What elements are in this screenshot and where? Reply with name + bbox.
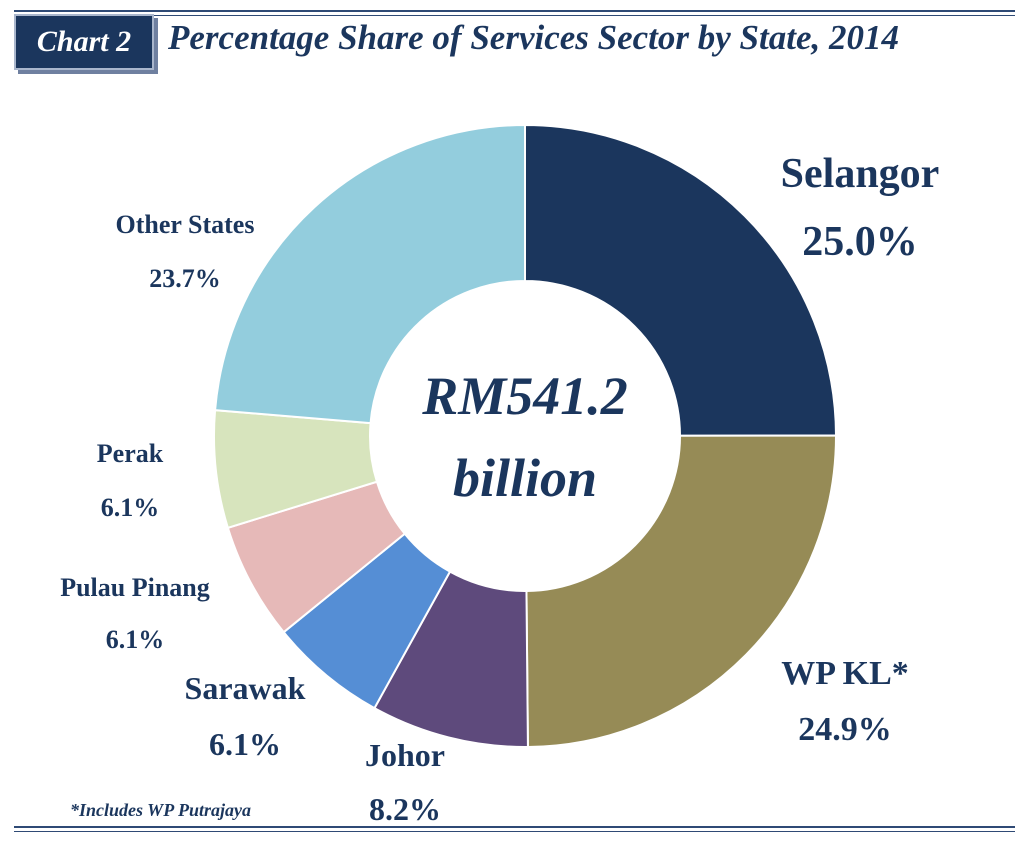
slice-label-selangor: Selangor 25.0% bbox=[760, 140, 960, 276]
footnote: *Includes WP Putrajaya bbox=[70, 800, 252, 820]
slice-label-other-states: Other States 23.7% bbox=[85, 198, 285, 306]
top-rule bbox=[14, 10, 1015, 12]
slice-value: 6.1% bbox=[100, 493, 160, 522]
chart-number-badge: Chart 2 bbox=[14, 14, 154, 70]
slice-name: Pulau Pinang bbox=[60, 573, 210, 602]
donut-slice-other-states bbox=[213, 123, 526, 425]
slice-name: Perak bbox=[96, 439, 164, 468]
bottom-rule bbox=[14, 826, 1015, 828]
slice-label-sarawak: Sarawak 6.1% bbox=[165, 660, 325, 772]
slice-value: 23.7% bbox=[149, 264, 221, 293]
center-unit: billion bbox=[452, 448, 598, 508]
slice-value: 24.9% bbox=[798, 711, 892, 748]
slice-name: Selangor bbox=[780, 151, 940, 197]
slice-name: Johor bbox=[365, 737, 445, 773]
top-rule-thin bbox=[14, 15, 1015, 16]
slice-value: 6.1% bbox=[209, 726, 281, 762]
slice-name: Other States bbox=[115, 210, 255, 239]
slice-name: WP KL* bbox=[781, 655, 909, 692]
chart-title: Percentage Share of Services Sector by S… bbox=[168, 18, 900, 57]
slice-label-johor: Johor 8.2% bbox=[330, 728, 480, 836]
slice-name: Sarawak bbox=[184, 670, 306, 706]
bottom-rule-thin bbox=[14, 831, 1015, 832]
donut-center-label: RM541.2 billion bbox=[370, 355, 680, 519]
slice-value: 6.1% bbox=[105, 625, 165, 654]
donut-slice-selangor bbox=[524, 123, 838, 437]
center-amount: RM541.2 bbox=[422, 366, 628, 426]
slice-label-pulau-pinang: Pulau Pinang 6.1% bbox=[30, 562, 240, 666]
slice-value: 25.0% bbox=[802, 219, 918, 265]
slice-label-perak: Perak 6.1% bbox=[80, 427, 180, 535]
slice-label-wp-kl: WP KL* 24.9% bbox=[755, 646, 935, 758]
slice-value: 8.2% bbox=[369, 791, 441, 827]
donut-slice-wp-kl bbox=[525, 434, 838, 748]
